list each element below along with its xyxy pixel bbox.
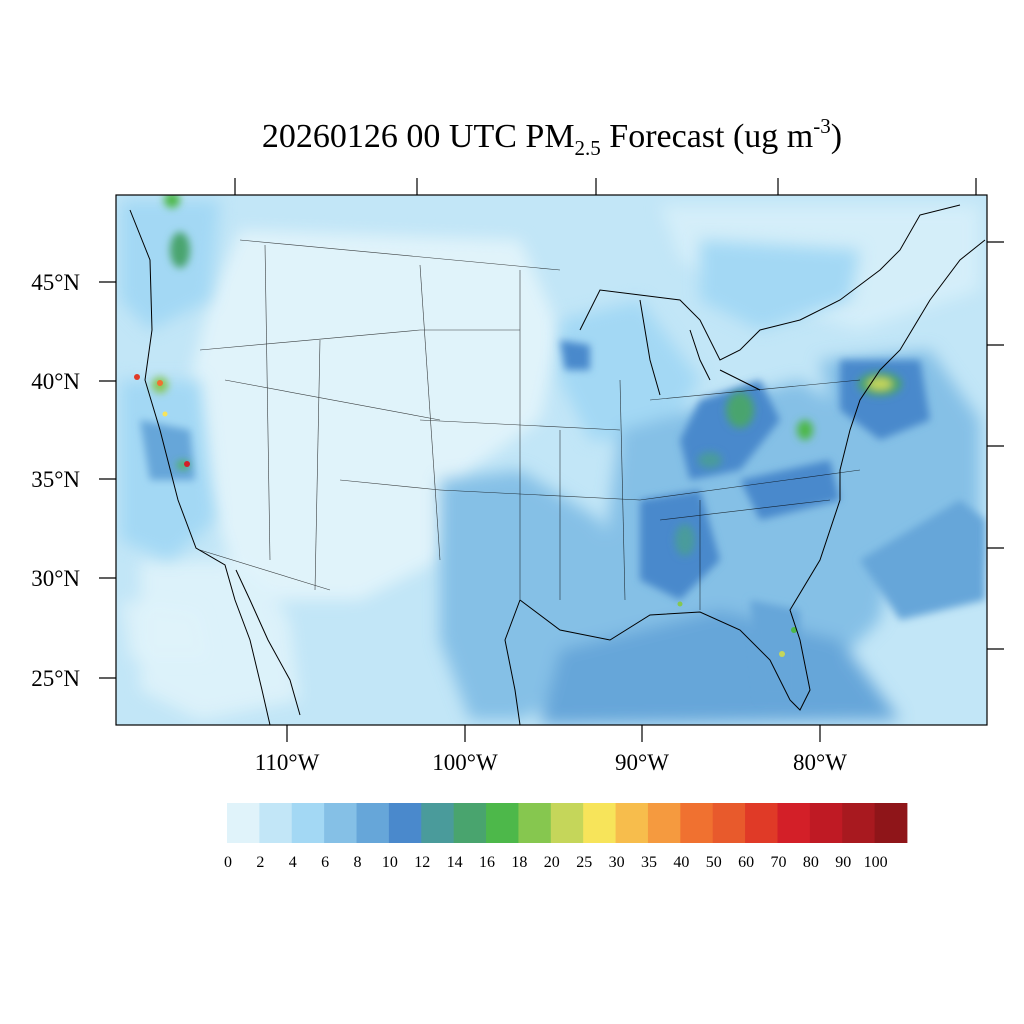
colorbar-label: 6 — [321, 854, 329, 871]
colorbar-swatch — [291, 803, 325, 843]
colorbar-swatch — [615, 803, 649, 843]
lon-label-110: 110°W — [255, 750, 320, 775]
colorbar-swatch — [647, 803, 681, 843]
colorbar-swatch — [421, 803, 455, 843]
coastlines — [129, 204, 986, 725]
colorbar-label: 2 — [256, 854, 264, 871]
colorbar-label: 4 — [289, 854, 297, 871]
colorbar-label: 30 — [609, 854, 625, 871]
colorbar-swatch — [809, 803, 843, 843]
colorbar-label: 25 — [576, 854, 592, 871]
left-ticks — [99, 281, 116, 679]
colorbar-label: 50 — [706, 854, 722, 871]
lat-label-25: 25°N — [31, 666, 80, 691]
colorbar-swatch — [227, 803, 260, 843]
colorbar-label: 16 — [479, 854, 495, 871]
lon-label-80: 80°W — [793, 750, 847, 775]
lat-label-35: 35°N — [31, 467, 80, 492]
colorbar-label: 60 — [738, 854, 754, 871]
colorbar-label: 10 — [382, 854, 398, 871]
colorbar-swatch — [680, 803, 714, 843]
colorbar-swatch — [745, 803, 778, 843]
map-title: 20260126 00 UTC PM2.5 Forecast (ug m-3) — [261, 114, 843, 160]
colorbar-swatch — [550, 803, 584, 843]
colorbar-swatch — [874, 803, 908, 843]
right-ticks — [987, 241, 1004, 650]
lat-label-40: 40°N — [31, 369, 80, 394]
map-frame — [115, 194, 988, 726]
colorbar-swatch — [356, 803, 390, 843]
title-superscript: -3 — [813, 114, 831, 138]
bottom-ticks — [286, 725, 821, 742]
lon-label-100: 100°W — [432, 750, 498, 775]
colorbar-label: 40 — [673, 854, 689, 871]
pm25-field — [116, 195, 987, 725]
lat-label-45: 45°N — [31, 270, 80, 295]
colorbar-label: 100 — [864, 854, 888, 871]
lat-label-30: 30°N — [31, 566, 80, 591]
top-ticks — [234, 178, 977, 195]
colorbar-label: 0 — [224, 854, 232, 871]
colorbar-swatch — [777, 803, 811, 843]
colorbar-swatch — [324, 803, 357, 843]
colorbar-label: 20 — [544, 854, 560, 871]
colorbar-label: 8 — [354, 854, 362, 871]
colorbar-swatch — [583, 803, 616, 843]
colorbar-label: 35 — [641, 854, 657, 871]
elevated-concentration-area — [140, 340, 985, 700]
lon-label-90: 90°W — [615, 750, 669, 775]
state-borders — [199, 239, 861, 610]
colorbar-swatch — [518, 803, 552, 843]
colorbar-label: 70 — [770, 854, 786, 871]
colorbar-swatch — [712, 803, 746, 843]
colorbar-swatch — [453, 803, 487, 843]
colorbar-label: 12 — [414, 854, 430, 871]
colorbar-swatch — [486, 803, 519, 843]
colorbar-label: 80 — [803, 854, 819, 871]
colorbar-label: 14 — [447, 854, 463, 871]
colorbar-label: 18 — [511, 854, 527, 871]
colorbar: 0 2 4 6 8 10 12 14 16 18 20 25 30 35 40 50 60 70 80 90 100 — [224, 803, 908, 871]
latitude-labels: 45°N 40°N 35°N 30°N 25°N — [31, 270, 80, 691]
longitude-labels: 110°W 100°W 90°W 80°W — [255, 750, 848, 775]
colorbar-label: 90 — [835, 854, 851, 871]
colorbar-swatch — [842, 803, 876, 843]
title-subscript: 2.5 — [574, 136, 601, 160]
colorbar-swatch — [388, 803, 422, 843]
peak-markers — [134, 374, 797, 657]
colorbar-swatch — [259, 803, 293, 843]
